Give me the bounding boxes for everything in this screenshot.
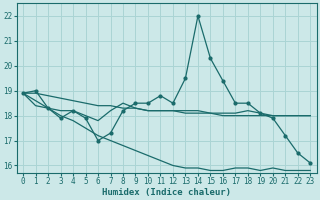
X-axis label: Humidex (Indice chaleur): Humidex (Indice chaleur): [102, 188, 231, 197]
